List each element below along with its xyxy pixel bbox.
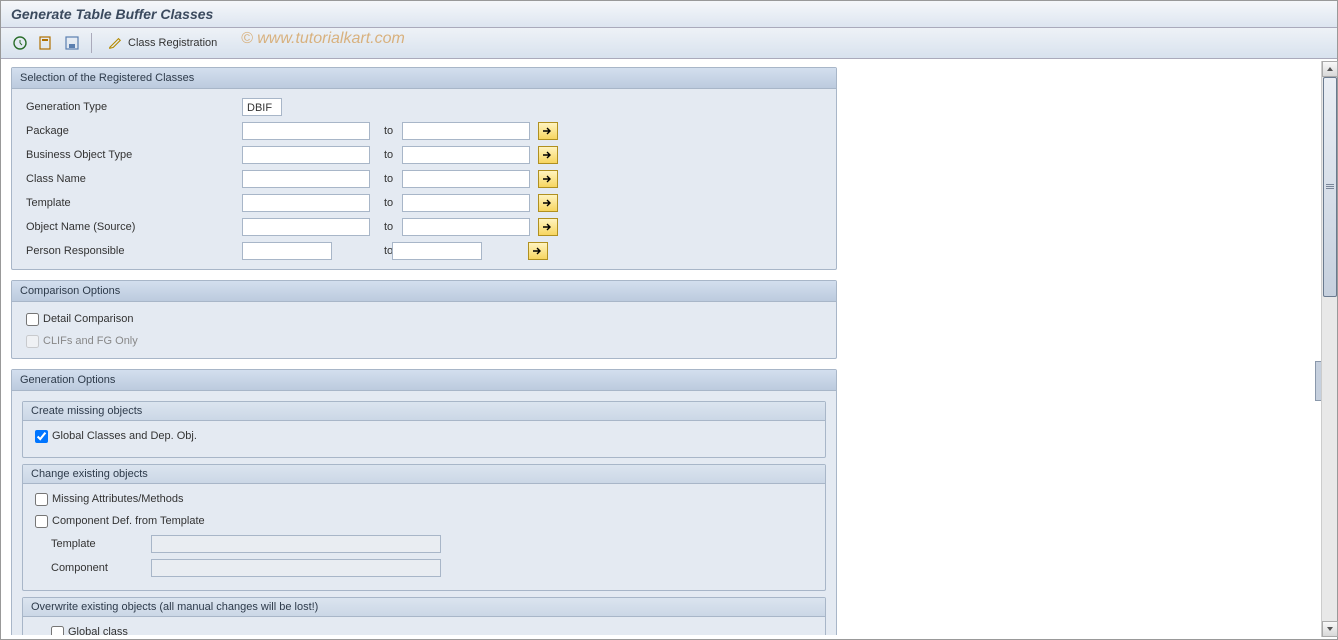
global-classes-checkbox[interactable] xyxy=(35,430,48,443)
person-responsible-label: Person Responsible xyxy=(22,245,242,257)
to-label: to xyxy=(370,221,402,233)
to-label: to xyxy=(370,197,402,209)
row-person-responsible: Person Responsible to xyxy=(22,239,826,263)
generation-section: Generation Options Create missing object… xyxy=(11,369,837,635)
change-existing-subsection: Change existing objects Missing Attribut… xyxy=(22,464,826,591)
to-label: to xyxy=(332,245,392,257)
template-label: Template xyxy=(22,197,242,209)
change-existing-header: Change existing objects xyxy=(23,465,825,484)
content-area: Selection of the Registered Classes Gene… xyxy=(1,59,1337,635)
object-name-label: Object Name (Source) xyxy=(22,221,242,233)
scrollbar-track[interactable] xyxy=(1322,77,1337,621)
component-def-label: Component Def. from Template xyxy=(52,515,205,527)
to-label: to xyxy=(370,125,402,137)
package-label: Package xyxy=(22,125,242,137)
row-object-name: Object Name (Source) to xyxy=(22,215,826,239)
row-package: Package to xyxy=(22,119,826,143)
object-name-from-input[interactable] xyxy=(242,218,370,236)
page-title: Generate Table Buffer Classes xyxy=(1,1,1337,28)
component-label: Component xyxy=(31,562,151,574)
create-missing-subsection: Create missing objects Global Classes an… xyxy=(22,401,826,458)
template2-input xyxy=(151,535,441,553)
overwrite-subsection: Overwrite existing objects (all manual c… xyxy=(22,597,826,635)
generation-type-value: DBIF xyxy=(242,98,282,116)
global-classes-label: Global Classes and Dep. Obj. xyxy=(52,430,197,442)
variant-save-icon[interactable] xyxy=(63,34,81,52)
row-template: Template to xyxy=(22,191,826,215)
class-name-more-button[interactable] xyxy=(538,170,558,188)
missing-attr-label: Missing Attributes/Methods xyxy=(52,493,183,505)
row-bo-type: Business Object Type to xyxy=(22,143,826,167)
create-missing-header: Create missing objects xyxy=(23,402,825,421)
selection-section: Selection of the Registered Classes Gene… xyxy=(11,67,837,270)
bo-type-more-button[interactable] xyxy=(538,146,558,164)
row-class-name: Class Name to xyxy=(22,167,826,191)
component-def-checkbox[interactable] xyxy=(35,515,48,528)
to-label: to xyxy=(370,149,402,161)
bo-type-label: Business Object Type xyxy=(22,149,242,161)
template-to-input[interactable] xyxy=(402,194,530,212)
template-from-input[interactable] xyxy=(242,194,370,212)
class-name-label: Class Name xyxy=(22,173,242,185)
overwrite-global-class-checkbox[interactable] xyxy=(51,626,64,636)
bo-type-from-input[interactable] xyxy=(242,146,370,164)
class-registration-button[interactable]: Class Registration xyxy=(102,32,221,54)
component-input xyxy=(151,559,441,577)
generation-section-header: Generation Options xyxy=(12,370,836,391)
class-name-to-input[interactable] xyxy=(402,170,530,188)
clifs-fg-checkbox xyxy=(26,335,39,348)
comparison-section: Comparison Options Detail Comparison CLI… xyxy=(11,280,837,359)
scrollbar-thumb[interactable] xyxy=(1323,77,1337,297)
comparison-section-header: Comparison Options xyxy=(12,281,836,302)
class-name-from-input[interactable] xyxy=(242,170,370,188)
template-more-button[interactable] xyxy=(538,194,558,212)
app-frame: Generate Table Buffer Classes Class Regi… xyxy=(0,0,1338,640)
scrollbar-down-arrow[interactable] xyxy=(1322,621,1338,637)
vertical-scrollbar[interactable] xyxy=(1321,61,1337,637)
person-more-button[interactable] xyxy=(528,242,548,260)
person-from-input[interactable] xyxy=(242,242,332,260)
person-to-input[interactable] xyxy=(392,242,482,260)
overwrite-global-class-label: Global class xyxy=(68,626,128,635)
object-name-more-button[interactable] xyxy=(538,218,558,236)
package-to-input[interactable] xyxy=(402,122,530,140)
selection-section-header: Selection of the Registered Classes xyxy=(12,68,836,89)
detail-comparison-checkbox[interactable] xyxy=(26,313,39,326)
toolbar-separator xyxy=(91,33,92,53)
object-name-to-input[interactable] xyxy=(402,218,530,236)
class-registration-label: Class Registration xyxy=(128,37,217,49)
package-more-button[interactable] xyxy=(538,122,558,140)
missing-attr-checkbox[interactable] xyxy=(35,493,48,506)
execute-icon[interactable] xyxy=(11,34,29,52)
detail-comparison-label: Detail Comparison xyxy=(43,313,133,325)
generation-type-label: Generation Type xyxy=(22,101,242,113)
package-from-input[interactable] xyxy=(242,122,370,140)
template2-label: Template xyxy=(31,538,151,550)
to-label: to xyxy=(370,173,402,185)
overwrite-header: Overwrite existing objects (all manual c… xyxy=(23,598,825,617)
bo-type-to-input[interactable] xyxy=(402,146,530,164)
scrollbar-up-arrow[interactable] xyxy=(1322,61,1338,77)
toolbar: Class Registration © www.tutorialkart.co… xyxy=(1,28,1337,59)
splitter-handle[interactable] xyxy=(1315,361,1321,401)
variant-get-icon[interactable] xyxy=(37,34,55,52)
pencil-icon xyxy=(106,34,124,52)
watermark: © www.tutorialkart.com xyxy=(241,30,405,48)
clifs-fg-label: CLIFs and FG Only xyxy=(43,335,138,347)
